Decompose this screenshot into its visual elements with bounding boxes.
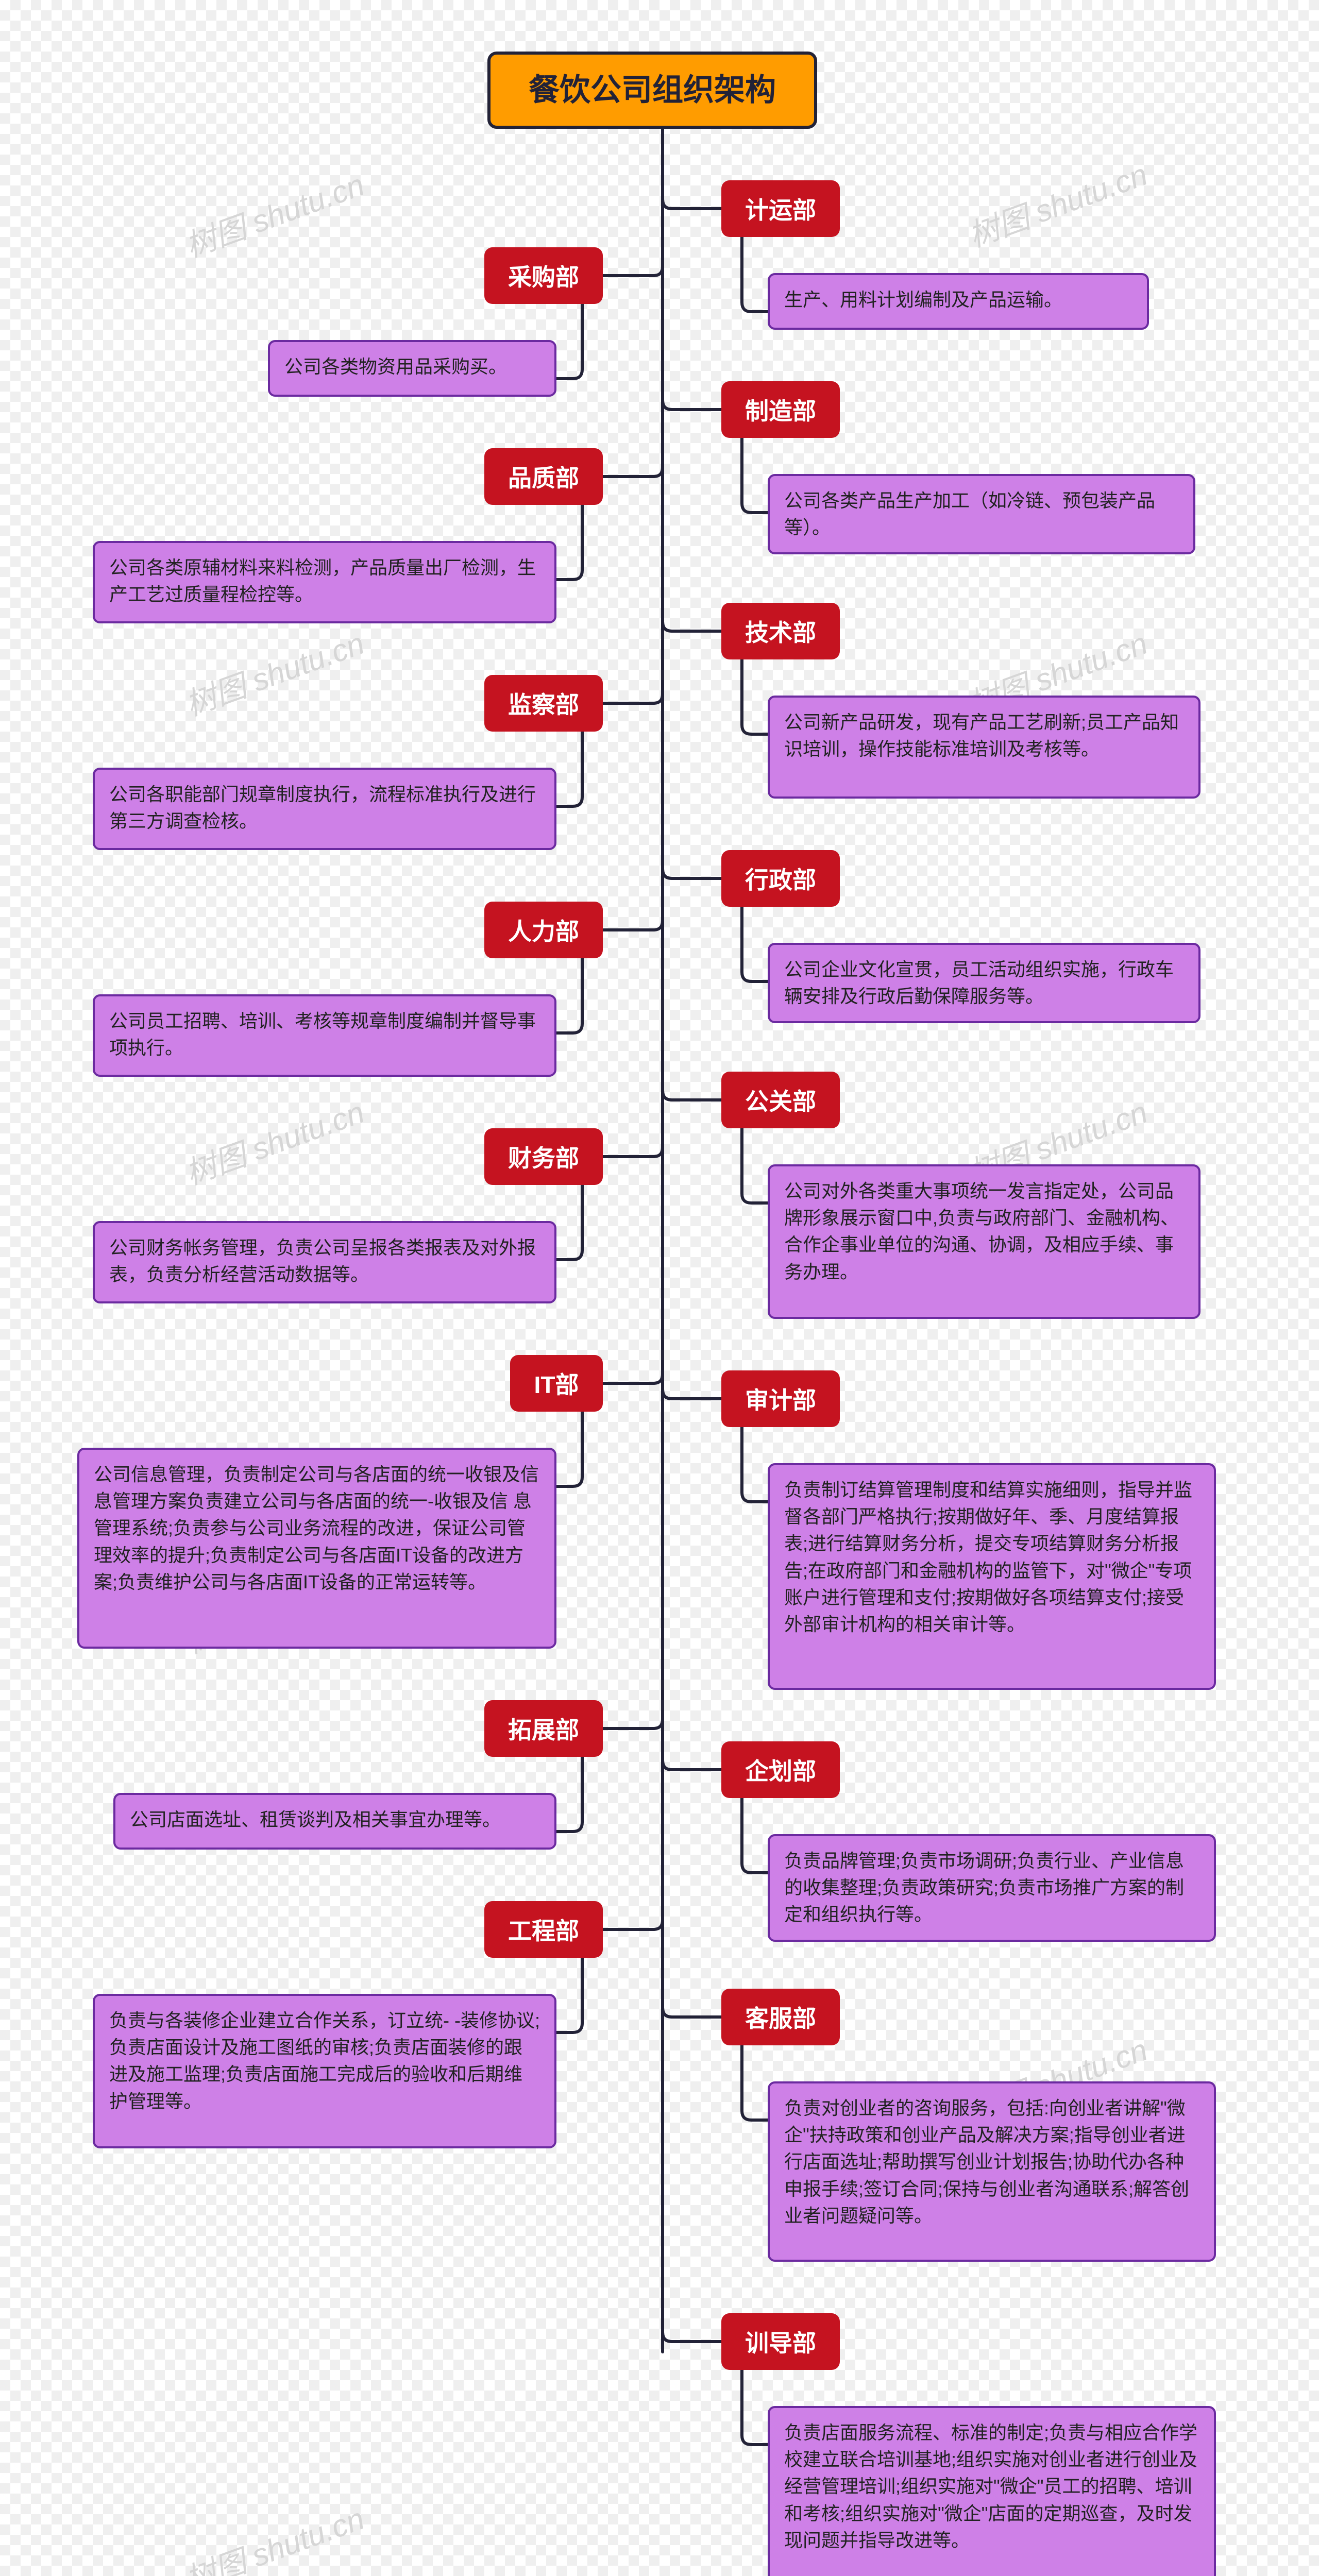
dept-gongcheng[interactable]: 工程部 (484, 1901, 603, 1958)
desc-jiancha: 公司各职能部门规章制度执行，流程标准执行及进行第三方调查检核。 (93, 768, 556, 850)
desc-qihua: 负责品牌管理;负责市场调研;负责行业、产业信息的收集整理;负责政策研究;负责市场… (768, 1834, 1216, 1942)
desc-caigou: 公司各类物资用品采购买。 (268, 340, 556, 397)
org-chart-canvas: 树图 shutu.cn 树图 shutu.cn 树图 shutu.cn 树图 shut… (0, 0, 1319, 2576)
dept-xundao[interactable]: 训导部 (721, 2313, 840, 2370)
dept-jiancha[interactable]: 监察部 (484, 675, 603, 732)
desc-it: 公司信息管理，负责制定公司与各店面的统一收银及信息管理方案负责建立公司与各店面的… (77, 1448, 556, 1649)
dept-xingzheng[interactable]: 行政部 (721, 850, 840, 907)
desc-gongguan: 公司对外各类重大事项统一发言指定处，公司品牌形象展示窗口中,负责与政府部门、金融… (768, 1164, 1200, 1319)
dept-caigou[interactable]: 采购部 (484, 247, 603, 304)
desc-pinzhi: 公司各类原辅材料来料检测，产品质量出厂检测，生产工艺过质量程检控等。 (93, 541, 556, 623)
root-node[interactable]: 餐饮公司组织架构 (487, 52, 817, 129)
desc-caiwu: 公司财务帐务管理，负责公司呈报各类报表及对外报表，负责分析经营活动数据等。 (93, 1221, 556, 1303)
desc-xundao: 负责店面服务流程、标准的制定;负责与相应合作学校建立联合培训基地;组织实施对创业… (768, 2406, 1216, 2576)
watermark: 树图 shutu.cn (178, 1087, 369, 1193)
desc-jishu: 公司新产品研发，现有产品工艺刷新;员工产品知识培训，操作技能标准培训及考核等。 (768, 696, 1200, 799)
dept-it[interactable]: IT部 (510, 1355, 603, 1412)
dept-jiyun[interactable]: 计运部 (721, 180, 840, 237)
desc-kefu: 负责对创业者的咨询服务，包括:向创业者讲解"微企"扶持政策和创业产品及解决方案;… (768, 2081, 1216, 2262)
desc-gongcheng: 负责与各装修企业建立合作关系，订立统- -装修协议;负责店面设计及施工图纸的审核… (93, 1994, 556, 2148)
watermark: 树图 shutu.cn (178, 618, 369, 724)
desc-zhizao: 公司各类产品生产加工（如冷链、预包装产品等）。 (768, 474, 1195, 554)
desc-tuozhan: 公司店面选址、租赁谈判及相关事宜办理等。 (113, 1793, 556, 1850)
dept-renli[interactable]: 人力部 (484, 902, 603, 958)
dept-gongguan[interactable]: 公关部 (721, 1072, 840, 1128)
desc-jiyun: 生产、用料计划编制及产品运输。 (768, 273, 1149, 330)
desc-shenji: 负责制订结算管理制度和结算实施细则，指导并监督各部门严格执行;按期做好年、季、月… (768, 1463, 1216, 1690)
dept-tuozhan[interactable]: 拓展部 (484, 1700, 603, 1757)
dept-jishu[interactable]: 技术部 (721, 603, 840, 659)
watermark: 树图 shutu.cn (178, 160, 369, 266)
watermark: 树图 shutu.cn (961, 149, 1153, 256)
dept-pinzhi[interactable]: 品质部 (484, 448, 603, 505)
dept-kefu[interactable]: 客服部 (721, 1989, 840, 2045)
desc-xingzheng: 公司企业文化宣贯，员工活动组织实施，行政车辆安排及行政后勤保障服务等。 (768, 943, 1200, 1023)
dept-caiwu[interactable]: 财务部 (484, 1128, 603, 1185)
dept-zhizao[interactable]: 制造部 (721, 381, 840, 438)
dept-qihua[interactable]: 企划部 (721, 1741, 840, 1798)
desc-renli: 公司员工招聘、培训、考核等规章制度编制并督导事项执行。 (93, 994, 556, 1077)
dept-shenji[interactable]: 审计部 (721, 1370, 840, 1427)
watermark: 树图 shutu.cn (178, 2494, 369, 2576)
